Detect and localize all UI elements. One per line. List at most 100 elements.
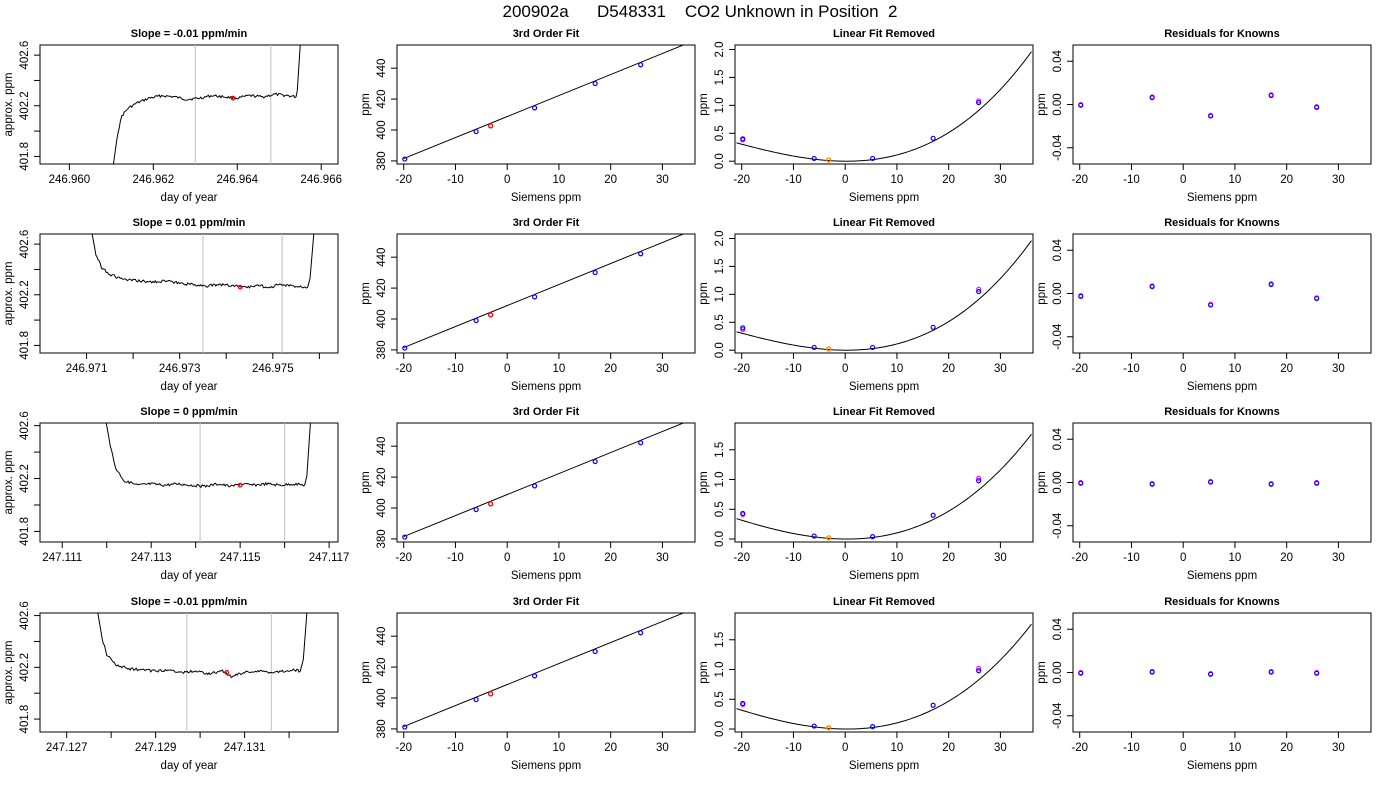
y-tick-label: 400 bbox=[376, 688, 388, 707]
panel-title: Residuals for Knowns bbox=[1164, 596, 1280, 608]
panel-title: Linear Fit Removed bbox=[833, 28, 935, 40]
y-tick-label: 420 bbox=[376, 657, 388, 676]
known-standard-point bbox=[402, 724, 408, 730]
x-tick-label: 247.131 bbox=[224, 742, 266, 754]
y-tick-label: 1.0 bbox=[714, 286, 726, 302]
x-axis-label: day of year bbox=[161, 760, 218, 772]
plot-area bbox=[402, 423, 685, 540]
plot-area bbox=[736, 240, 1032, 352]
plot-area bbox=[1078, 92, 1320, 119]
x-axis-label: Siemens ppm bbox=[849, 760, 919, 772]
known-standard-point bbox=[740, 136, 746, 142]
known-standard-point bbox=[740, 700, 746, 707]
y-tick-label: 402.6 bbox=[19, 41, 31, 70]
y-tick-label: 0.04 bbox=[1052, 238, 1064, 261]
fit-curve-line bbox=[736, 240, 1032, 351]
x-tick-label: 0 bbox=[1180, 363, 1186, 375]
y-tick-label: 0.5 bbox=[714, 125, 726, 141]
y-axis-label: approx. ppm bbox=[3, 641, 15, 705]
y-tick-label: 0.04 bbox=[1052, 49, 1064, 72]
y-tick-label: 402.2 bbox=[19, 653, 31, 682]
y-axis-label: ppm bbox=[698, 661, 710, 683]
x-tick-label: -10 bbox=[447, 363, 464, 375]
x-tick-label: -10 bbox=[447, 742, 464, 754]
y-axis-label: ppm bbox=[1036, 661, 1048, 683]
x-tick-label: -20 bbox=[1071, 742, 1088, 754]
x-tick-label: 30 bbox=[994, 363, 1007, 375]
known-standard-point bbox=[532, 294, 538, 300]
y-tick-label: 0.5 bbox=[714, 501, 726, 517]
y-tick-label: 402.2 bbox=[19, 280, 31, 309]
plot-frame bbox=[396, 612, 696, 733]
unknown-sample-point bbox=[825, 157, 832, 163]
x-tick-label: 10 bbox=[891, 742, 904, 754]
panel-title: Linear Fit Removed bbox=[833, 406, 935, 418]
y-tick-label: 380 bbox=[376, 529, 388, 548]
plot-area bbox=[97, 613, 308, 732]
panel-timeseries-4: Slope = -0.01 ppm/min 247.127 247.129 247.1… bbox=[3, 596, 339, 772]
unknown-sample-point bbox=[487, 123, 494, 129]
known-standard-point bbox=[592, 458, 598, 465]
panel-title: Residuals for Knowns bbox=[1164, 28, 1280, 40]
known-standard-point bbox=[740, 325, 746, 331]
x-tick-label: -20 bbox=[395, 363, 412, 375]
x-tick-label: 0 bbox=[504, 552, 510, 564]
x-tick-label: 20 bbox=[1280, 552, 1293, 564]
figure-title: 200902a D548331 CO2 Unknown in Position … bbox=[502, 2, 898, 21]
y-tick-label: 440 bbox=[376, 59, 388, 78]
y-axis-label: ppm bbox=[1036, 471, 1048, 493]
y-tick-label: 401.8 bbox=[19, 517, 31, 546]
known-standard-point bbox=[811, 723, 817, 729]
panel-title: Linear Fit Removed bbox=[833, 217, 935, 229]
x-tick-label: 30 bbox=[994, 742, 1007, 754]
known-standard-point bbox=[870, 155, 876, 162]
x-tick-label: 10 bbox=[1229, 363, 1242, 375]
known-standard-point bbox=[976, 478, 982, 484]
y-tick-label: 0.00 bbox=[1052, 471, 1064, 493]
x-tick-label: 30 bbox=[1332, 742, 1345, 754]
residual-point bbox=[1314, 296, 1320, 302]
x-tick-label: 246.964 bbox=[216, 174, 258, 186]
y-tick-label: 402.6 bbox=[19, 230, 31, 259]
known-standard-point bbox=[592, 80, 598, 87]
y-tick-label: -0.04 bbox=[1052, 512, 1064, 539]
known-standard-point bbox=[740, 510, 746, 517]
known-standard-point bbox=[638, 62, 644, 68]
y-axis-label: ppm bbox=[360, 93, 372, 115]
x-tick-label: 246.971 bbox=[66, 363, 108, 375]
x-tick-label: 247.129 bbox=[135, 742, 177, 754]
plot-area bbox=[736, 51, 1032, 163]
x-tick-label: 10 bbox=[891, 363, 904, 375]
y-tick-label: 1.0 bbox=[714, 662, 726, 678]
residual-point bbox=[1078, 102, 1084, 108]
x-tick-label: 30 bbox=[1332, 552, 1345, 564]
plot-frame bbox=[39, 612, 339, 733]
known-standard-point bbox=[930, 512, 936, 518]
sample-mean-point bbox=[237, 284, 243, 290]
known-standard-point-alt bbox=[740, 326, 746, 333]
plot-frame bbox=[39, 44, 339, 165]
y-axis-label: ppm bbox=[698, 93, 710, 115]
x-tick-label: -10 bbox=[447, 552, 464, 564]
x-tick-label: 247.117 bbox=[309, 552, 350, 564]
x-tick-label: 30 bbox=[1332, 174, 1345, 186]
plot-frame bbox=[396, 233, 696, 354]
x-axis-label: Siemens ppm bbox=[1187, 192, 1257, 204]
x-tick-label: 0 bbox=[842, 742, 848, 754]
y-tick-label: 0.04 bbox=[1052, 617, 1064, 640]
y-tick-label: 401.8 bbox=[19, 705, 31, 734]
known-standard-point bbox=[473, 317, 479, 324]
plot-frame bbox=[734, 44, 1034, 165]
y-axis-label: ppm bbox=[1036, 93, 1048, 115]
y-tick-label: -0.04 bbox=[1052, 702, 1064, 729]
plot-area bbox=[402, 45, 685, 162]
panel-title: Slope = -0.01 ppm/min bbox=[131, 28, 248, 40]
x-axis-label: day of year bbox=[161, 381, 218, 393]
known-standard-point bbox=[870, 724, 876, 730]
residual-point bbox=[1078, 670, 1084, 676]
y-tick-label: 402.6 bbox=[19, 411, 31, 440]
plot-frame bbox=[734, 233, 1034, 354]
x-axis-label: Siemens ppm bbox=[511, 381, 581, 393]
y-tick-label: 400 bbox=[376, 498, 388, 517]
known-standard-point bbox=[402, 156, 408, 162]
